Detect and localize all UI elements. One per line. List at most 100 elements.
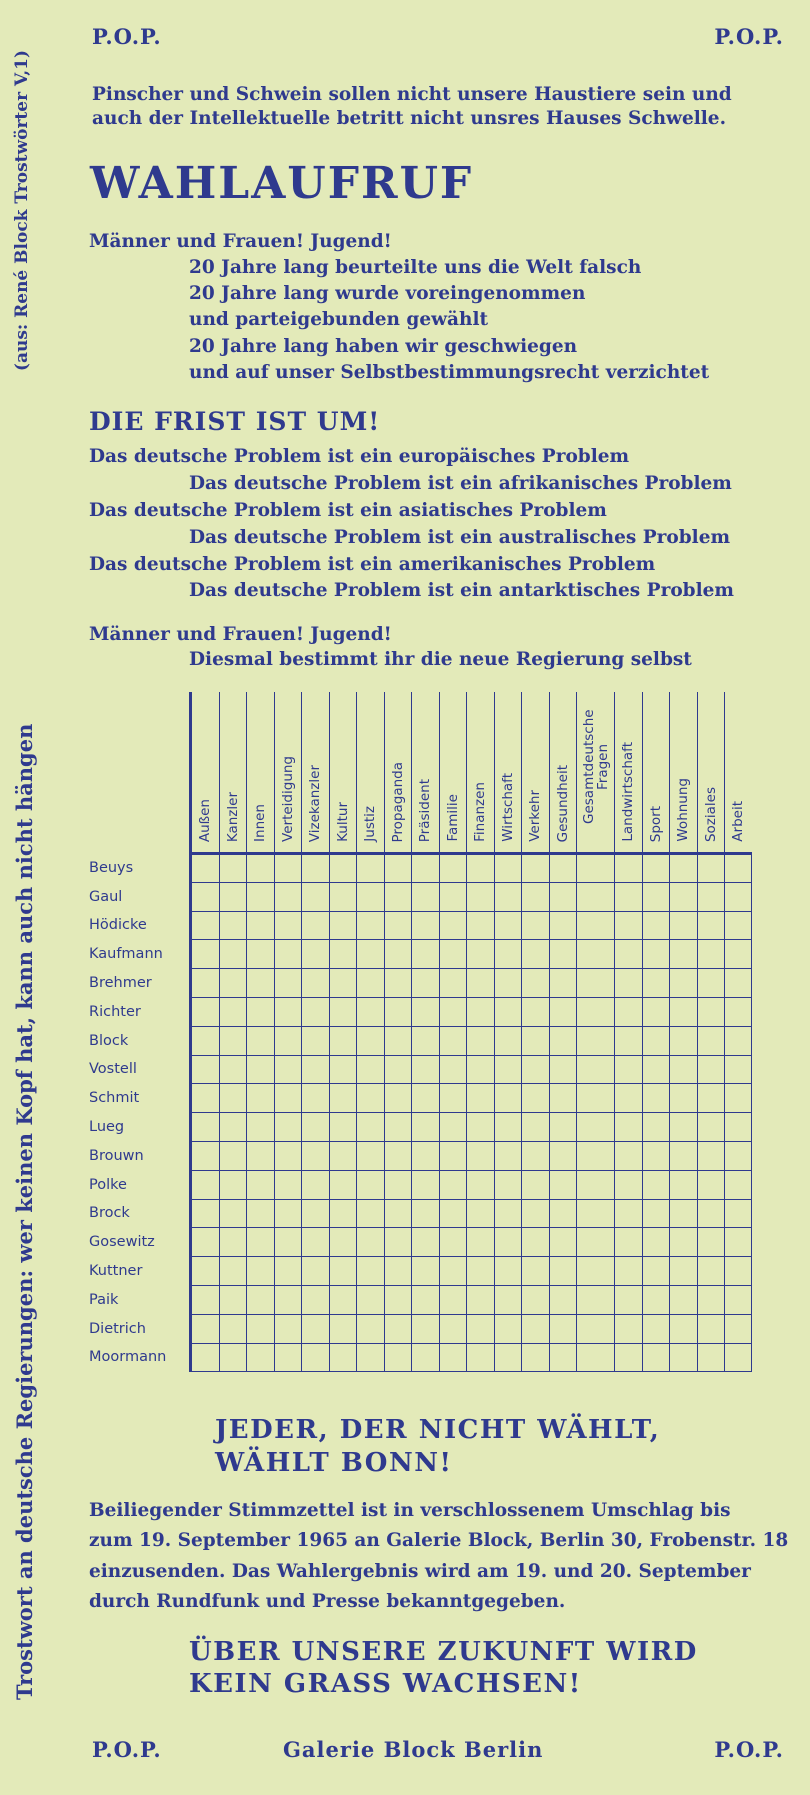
ballot-checkbox[interactable] [466,1285,494,1315]
ballot-checkbox[interactable] [273,882,302,912]
ballot-checkbox[interactable] [273,1026,302,1056]
ballot-checkbox[interactable] [548,1083,577,1114]
ballot-checkbox[interactable] [576,853,615,883]
ballot-checkbox[interactable] [696,1141,725,1171]
ballot-checkbox[interactable] [246,1256,274,1286]
ballot-checkbox[interactable] [493,968,522,998]
ballot-checkbox[interactable] [246,1285,274,1315]
ballot-checkbox[interactable] [328,1112,357,1142]
ballot-checkbox[interactable] [493,1083,522,1114]
ballot-checkbox[interactable] [548,1256,577,1286]
ballot-checkbox[interactable] [411,1055,439,1085]
ballot-checkbox[interactable] [696,1026,725,1056]
ballot-checkbox[interactable] [466,1314,494,1344]
ballot-checkbox[interactable] [273,1285,302,1315]
ballot-checkbox[interactable] [466,882,494,912]
ballot-checkbox[interactable] [328,968,357,998]
ballot-checkbox[interactable] [301,1141,329,1171]
ballot-checkbox[interactable] [383,1256,412,1286]
ballot-checkbox[interactable] [328,997,357,1027]
ballot-checkbox[interactable] [548,1170,577,1200]
ballot-checkbox[interactable] [383,1055,412,1085]
ballot-checkbox[interactable] [411,853,439,883]
ballot-checkbox[interactable] [438,882,467,912]
ballot-checkbox[interactable] [218,1170,247,1200]
ballot-checkbox[interactable] [383,1170,412,1200]
ballot-checkbox[interactable] [548,1055,577,1085]
ballot-checkbox[interactable] [189,968,219,998]
ballot-checkbox[interactable] [696,882,725,912]
ballot-checkbox[interactable] [411,1227,439,1258]
ballot-checkbox[interactable] [493,853,522,883]
ballot-checkbox[interactable] [696,939,725,970]
ballot-checkbox[interactable] [218,939,247,970]
ballot-checkbox[interactable] [328,911,357,941]
ballot-checkbox[interactable] [383,939,412,970]
ballot-checkbox[interactable] [218,1314,247,1344]
ballot-checkbox[interactable] [411,911,439,941]
ballot-checkbox[interactable] [328,1026,357,1056]
ballot-checkbox[interactable] [301,939,329,970]
ballot-checkbox[interactable] [246,1314,274,1344]
ballot-checkbox[interactable] [301,1083,329,1114]
ballot-checkbox[interactable] [328,853,357,883]
ballot-checkbox[interactable] [724,882,752,912]
ballot-checkbox[interactable] [521,1285,549,1315]
ballot-checkbox[interactable] [411,1285,439,1315]
ballot-checkbox[interactable] [383,911,412,941]
ballot-checkbox[interactable] [696,1285,725,1315]
ballot-checkbox[interactable] [189,1227,219,1258]
ballot-checkbox[interactable] [383,1026,412,1056]
ballot-checkbox[interactable] [383,1141,412,1171]
ballot-checkbox[interactable] [356,911,384,941]
ballot-checkbox[interactable] [301,1199,329,1229]
ballot-checkbox[interactable] [614,882,642,912]
ballot-checkbox[interactable] [189,1170,219,1200]
ballot-checkbox[interactable] [696,911,725,941]
ballot-checkbox[interactable] [218,1083,247,1114]
ballot-checkbox[interactable] [411,968,439,998]
ballot-checkbox[interactable] [521,997,549,1027]
ballot-checkbox[interactable] [273,1256,302,1286]
ballot-checkbox[interactable] [576,968,615,998]
ballot-checkbox[interactable] [576,939,615,970]
ballot-checkbox[interactable] [548,882,577,912]
ballot-checkbox[interactable] [521,968,549,998]
ballot-checkbox[interactable] [614,1314,642,1344]
ballot-checkbox[interactable] [246,1227,274,1258]
ballot-checkbox[interactable] [356,939,384,970]
ballot-checkbox[interactable] [696,853,725,883]
ballot-checkbox[interactable] [669,997,697,1027]
ballot-checkbox[interactable] [218,997,247,1027]
ballot-checkbox[interactable] [724,997,752,1027]
ballot-checkbox[interactable] [438,853,467,883]
ballot-checkbox[interactable] [328,939,357,970]
ballot-checkbox[interactable] [641,882,670,912]
ballot-checkbox[interactable] [614,1199,642,1229]
ballot-checkbox[interactable] [669,1026,697,1056]
ballot-checkbox[interactable] [383,882,412,912]
ballot-checkbox[interactable] [218,1026,247,1056]
ballot-checkbox[interactable] [438,1083,467,1114]
ballot-checkbox[interactable] [548,1112,577,1142]
ballot-checkbox[interactable] [521,1256,549,1286]
ballot-checkbox[interactable] [383,853,412,883]
ballot-checkbox[interactable] [356,1055,384,1085]
ballot-checkbox[interactable] [724,1170,752,1200]
ballot-checkbox[interactable] [493,1055,522,1085]
ballot-checkbox[interactable] [466,1227,494,1258]
ballot-checkbox[interactable] [724,1199,752,1229]
ballot-checkbox[interactable] [696,1083,725,1114]
ballot-checkbox[interactable] [218,1199,247,1229]
ballot-checkbox[interactable] [466,1256,494,1286]
ballot-checkbox[interactable] [696,968,725,998]
ballot-checkbox[interactable] [576,1199,615,1229]
ballot-checkbox[interactable] [246,939,274,970]
ballot-checkbox[interactable] [521,911,549,941]
ballot-checkbox[interactable] [614,1285,642,1315]
ballot-checkbox[interactable] [576,1055,615,1085]
ballot-checkbox[interactable] [521,1055,549,1085]
ballot-checkbox[interactable] [576,1112,615,1142]
ballot-checkbox[interactable] [189,1055,219,1085]
ballot-checkbox[interactable] [246,1112,274,1142]
